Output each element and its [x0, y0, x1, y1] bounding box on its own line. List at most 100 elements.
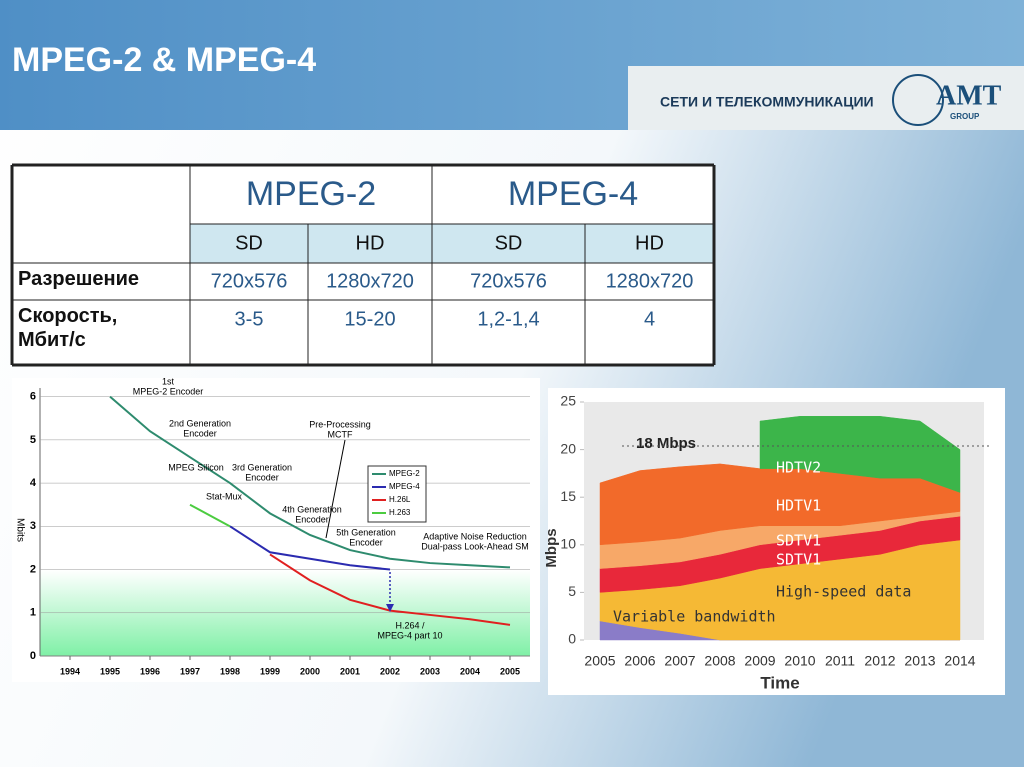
series-line: [109, 395, 511, 569]
y-tick-label: 3: [30, 520, 36, 532]
legend-label: MPEG-4: [389, 482, 420, 491]
table: MPEG-2 MPEG-4 SD HD SD HD Разрешение 720x576 128…: [10, 163, 716, 367]
series-label: Variable bandwidth: [613, 608, 776, 626]
annotation: H.264 /: [395, 620, 425, 630]
x-axis-label: Time: [760, 673, 799, 692]
cell: 4: [644, 308, 655, 330]
legend-label: H.26L: [389, 495, 411, 504]
x-tick-label: 2008: [704, 653, 735, 669]
x-tick-label: 2005: [584, 653, 615, 669]
company-name: СЕТИ И ТЕЛЕКОММУНИКАЦИИ: [660, 94, 874, 110]
annotation: Encoder: [295, 514, 329, 524]
row-label: Разрешение: [18, 268, 140, 290]
row-label-text: Скорость, Мбит/с: [18, 305, 118, 351]
x-tick-label: 1996: [140, 666, 160, 676]
x-tick-label: 2006: [624, 653, 655, 669]
x-tick-label: 2014: [944, 653, 975, 669]
logo: AMT: [936, 80, 1002, 111]
annotation: 5th Generation: [336, 527, 396, 537]
annotation: MPEG Silicon: [168, 462, 224, 472]
annotation: Stat-Mux: [206, 491, 243, 501]
annotation: MPEG-2 Encoder: [133, 386, 204, 396]
logo-ring: [892, 74, 944, 126]
y-tick-label: 4: [30, 477, 37, 489]
x-tick-label: 1995: [100, 666, 120, 676]
annotation: Dual-pass Look-Ahead SM: [421, 541, 529, 551]
x-tick-label: 1999: [260, 666, 280, 676]
cell: 15-20: [344, 308, 395, 330]
x-tick-label: 2010: [784, 653, 815, 669]
slide-title: MPEG-2 & MPEG-4: [12, 41, 316, 79]
area-chart: 0 5 10 15 20 25 2005 2006 2007 2008 2009 2010 2011 20…: [543, 393, 984, 692]
subheader: SD: [235, 232, 263, 254]
x-tick-label: 1994: [60, 666, 80, 676]
cell: 1280x720: [606, 270, 694, 292]
y-axis-label: Mbits: [14, 518, 25, 542]
arrow: [325, 439, 346, 539]
x-tick-label: 1997: [180, 666, 200, 676]
legend-label: MPEG-2: [389, 469, 420, 478]
subheader: SD: [495, 232, 523, 254]
x-tick-label: 2001: [340, 666, 360, 676]
table-bg: [12, 165, 714, 365]
logo-sub: GROUP: [950, 112, 980, 121]
y-axis-label: Mbps: [543, 528, 560, 567]
annotation: 3rd Generation: [232, 462, 292, 472]
annotation: 2nd Generation: [169, 418, 231, 428]
x-tick-label: 2007: [664, 653, 695, 669]
y-tick-label: 2: [30, 563, 36, 575]
group-header: MPEG-4: [508, 175, 638, 213]
series-label: SDTV1: [776, 532, 821, 550]
annotation: Encoder: [349, 537, 383, 547]
line-chart: 0 1 2 3 4 5 6 1994 1995 1996 1997 1998 1999 2000 2001 2…: [14, 376, 530, 676]
annotation: MPEG-4 part 10: [377, 630, 442, 640]
row-label: Скорость, Мбит/с: [18, 305, 118, 351]
y-tick-label: 0: [30, 650, 36, 662]
logo-band: [628, 66, 1024, 130]
y-tick-label: 6: [30, 391, 36, 403]
series-label: HDTV2: [776, 459, 821, 477]
annotation: 4th Generation: [282, 504, 342, 514]
y-tick-label: 5: [568, 583, 576, 599]
annotation: 18 Mbps: [636, 435, 696, 452]
area: [759, 416, 961, 493]
x-tick-label: 2005: [500, 666, 520, 676]
series-label: SDTV1: [776, 551, 821, 569]
cell: 1,2-1,4: [477, 308, 539, 330]
series-label: High-speed data: [776, 583, 911, 601]
x-tick-label: 2012: [864, 653, 895, 669]
y-tick-label: 0: [568, 631, 576, 647]
annotation: 1st: [162, 376, 175, 386]
arrow-head: [386, 604, 394, 612]
x-tick-label: 2013: [904, 653, 935, 669]
y-tick-label: 20: [560, 440, 576, 456]
y-tick-label: 15: [560, 488, 576, 504]
y-tick-label: 25: [560, 393, 576, 409]
series-label: HDTV1: [776, 497, 821, 515]
group-header: MPEG-2: [246, 175, 376, 213]
subheader: HD: [356, 232, 385, 254]
subheader: HD: [635, 232, 664, 254]
cell: 720x576: [470, 270, 547, 292]
cell: 720x576: [211, 270, 288, 292]
y-tick-label: 1: [30, 607, 36, 619]
annotation: Encoder: [183, 428, 217, 438]
subheader-bg: [190, 224, 714, 263]
row-label-text: Разрешение: [18, 268, 140, 290]
annotation: Adaptive Noise Reduction: [423, 531, 527, 541]
x-tick-label: 2011: [825, 653, 855, 669]
series-line: [229, 525, 391, 571]
annotation: Pre-Processing: [309, 419, 371, 429]
series-line: [189, 503, 231, 528]
annotation: Encoder: [245, 472, 279, 482]
annotation: MCTF: [328, 429, 353, 439]
x-tick-label: 2002: [380, 666, 400, 676]
x-tick-label: 2009: [744, 653, 775, 669]
y-tick-label: 10: [560, 536, 576, 552]
x-tick-label: 1998: [220, 666, 240, 676]
cell: 1280x720: [326, 270, 414, 292]
area: [599, 463, 961, 546]
x-tick-label: 2003: [420, 666, 440, 676]
